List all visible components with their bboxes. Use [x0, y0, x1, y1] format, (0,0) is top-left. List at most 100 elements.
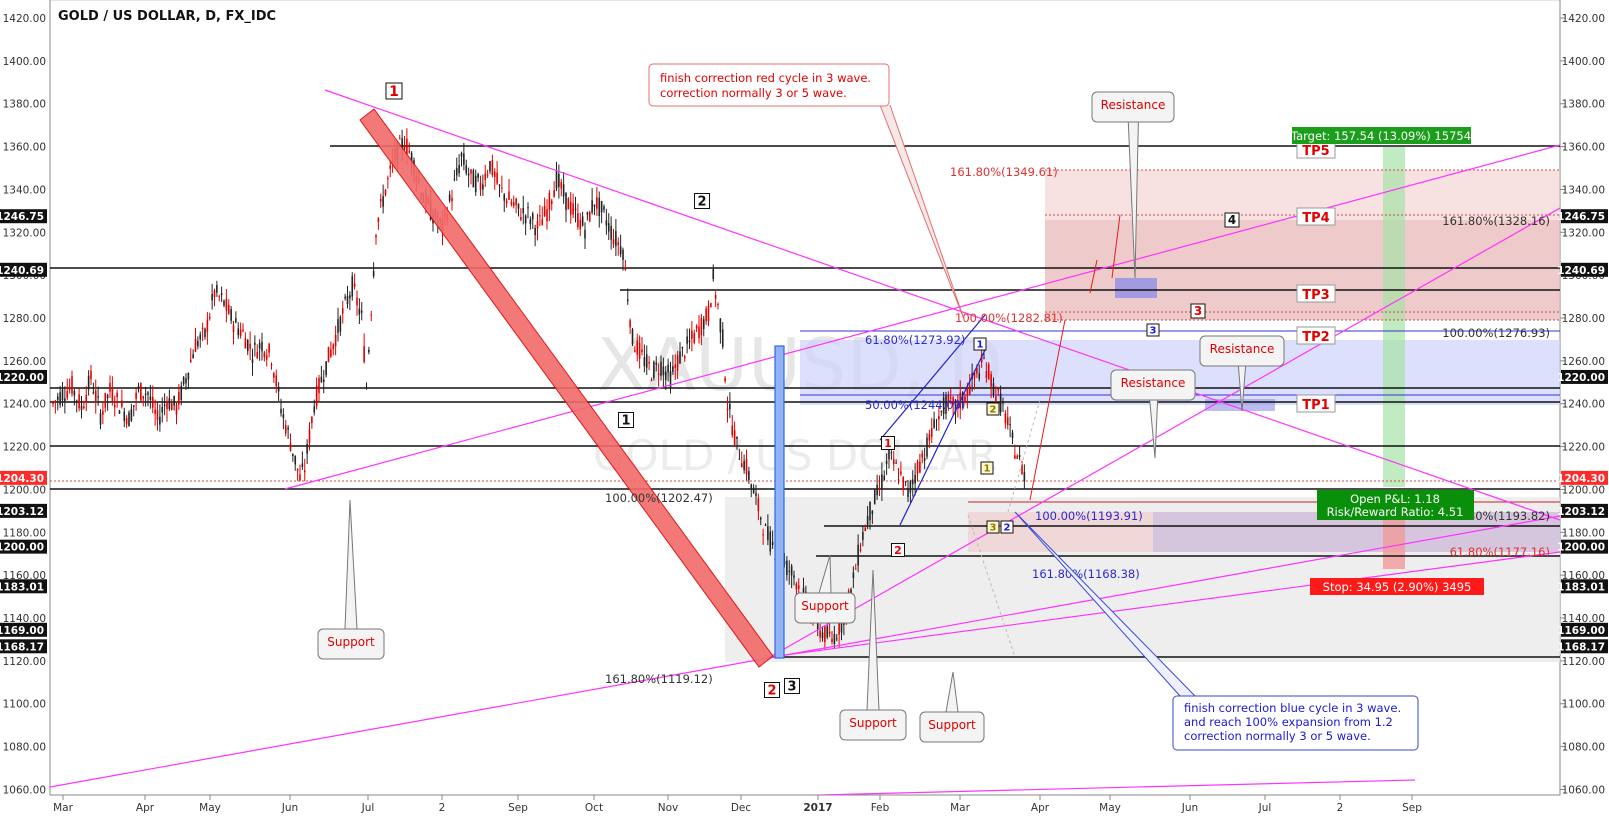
- candle-body: [315, 385, 318, 407]
- candle-body: [990, 374, 992, 387]
- candle-body: [463, 153, 465, 165]
- support-callout-text: Support: [928, 718, 976, 732]
- candle-body: [249, 343, 251, 349]
- left-price-tag: [0, 539, 47, 554]
- candle-body: [558, 173, 560, 187]
- candle-body: [679, 351, 681, 364]
- red-note-pointer: [879, 104, 966, 323]
- candle-body: [78, 394, 80, 409]
- candle-body: [185, 378, 187, 384]
- candle-body: [455, 167, 458, 176]
- right-price-tag-label: 1203.12: [1557, 506, 1605, 518]
- wave-label-box: [1146, 323, 1160, 337]
- right-tick-label: 1320.00: [1562, 227, 1605, 239]
- candle-body: [945, 395, 947, 414]
- support-callout: Support: [919, 671, 985, 743]
- candle-body: [227, 304, 230, 314]
- red-projection: [1029, 319, 1066, 501]
- candle-body: [838, 617, 840, 635]
- candle-body: [740, 463, 743, 468]
- candle-body: [869, 501, 871, 521]
- candle-body: [368, 349, 370, 353]
- candle-body: [349, 295, 351, 299]
- candle-body: [795, 583, 798, 590]
- candle-body: [339, 316, 342, 332]
- candle-body: [301, 463, 304, 467]
- candle-body: [1018, 455, 1021, 458]
- candle-body: [831, 638, 833, 643]
- candle-body: [546, 209, 548, 222]
- x-tick-label: Feb: [871, 802, 890, 814]
- candle-body: [522, 207, 525, 214]
- candle-body: [401, 138, 403, 150]
- candle-body: [508, 191, 510, 200]
- candle-body: [669, 371, 672, 389]
- candle-body: [624, 267, 627, 270]
- candle-body: [738, 458, 741, 460]
- candle-body: [767, 526, 769, 541]
- candle-body: [377, 218, 380, 223]
- candle-body: [764, 524, 767, 526]
- trendline: [819, 779, 1416, 795]
- candle-body: [828, 631, 831, 634]
- candle-body: [854, 568, 857, 570]
- candle-body: [719, 318, 722, 333]
- candle-body: [662, 366, 665, 375]
- candle-body: [914, 474, 916, 484]
- candle-body: [995, 396, 997, 401]
- candle-body: [116, 392, 118, 398]
- candle-body: [254, 342, 256, 345]
- right-price-tag-label: 1220.00: [1557, 372, 1605, 384]
- candle-body: [178, 391, 180, 405]
- candle-body: [275, 375, 278, 387]
- candle-body: [923, 458, 926, 462]
- candle-body: [755, 492, 757, 497]
- left-price-tag: [0, 470, 47, 485]
- candle-body: [911, 479, 914, 485]
- candle-body: [978, 373, 981, 379]
- fib-label: 161.80%(1119.12): [605, 672, 713, 686]
- wave-label-text: 2: [767, 684, 776, 699]
- candle-body: [370, 314, 373, 316]
- candle-body: [729, 403, 731, 410]
- right-tick-label: 1080.00: [1562, 742, 1605, 754]
- candle-body: [900, 471, 902, 475]
- left-tick-label: 1420.00: [3, 13, 46, 25]
- wave-label-box: [891, 543, 905, 557]
- candle-body: [280, 408, 282, 414]
- candle-body: [949, 397, 952, 399]
- candle-body: [451, 198, 453, 202]
- wave-label-box: [986, 402, 1000, 416]
- candle-body: [539, 215, 541, 217]
- resistance-callout: Resistance: [1110, 369, 1196, 459]
- support-callout: Support: [839, 569, 907, 741]
- candle-body: [289, 443, 292, 451]
- right-price-tag-label: 1240.69: [1557, 265, 1605, 277]
- left-price-tag: [0, 369, 47, 384]
- left-tick-label: 1180.00: [3, 527, 46, 539]
- candle-body: [61, 389, 64, 401]
- candle-body: [596, 197, 598, 209]
- candle-body: [648, 362, 650, 364]
- candle-body: [591, 200, 593, 213]
- candle-body: [1004, 413, 1007, 424]
- candle-body: [182, 377, 185, 385]
- candle-body: [256, 352, 259, 359]
- candle-body: [235, 318, 237, 323]
- candle-body: [866, 516, 869, 525]
- candle-body: [674, 364, 677, 369]
- support-callout-pointer: [818, 554, 832, 594]
- candle-body: [638, 342, 641, 359]
- right-price-tag-label: 1200.00: [1557, 542, 1605, 554]
- right-tick-label: 1160.00: [1562, 570, 1605, 582]
- candle-body: [113, 404, 116, 408]
- wave-label-text: 3: [1150, 326, 1157, 337]
- candle-body: [957, 399, 959, 408]
- candle-body: [821, 632, 824, 639]
- candle-body: [104, 392, 107, 408]
- candle-body: [94, 390, 97, 402]
- wave-label-text: 3: [990, 523, 997, 534]
- wave-label-text: 2: [990, 405, 997, 416]
- wave-label-box: [881, 436, 895, 450]
